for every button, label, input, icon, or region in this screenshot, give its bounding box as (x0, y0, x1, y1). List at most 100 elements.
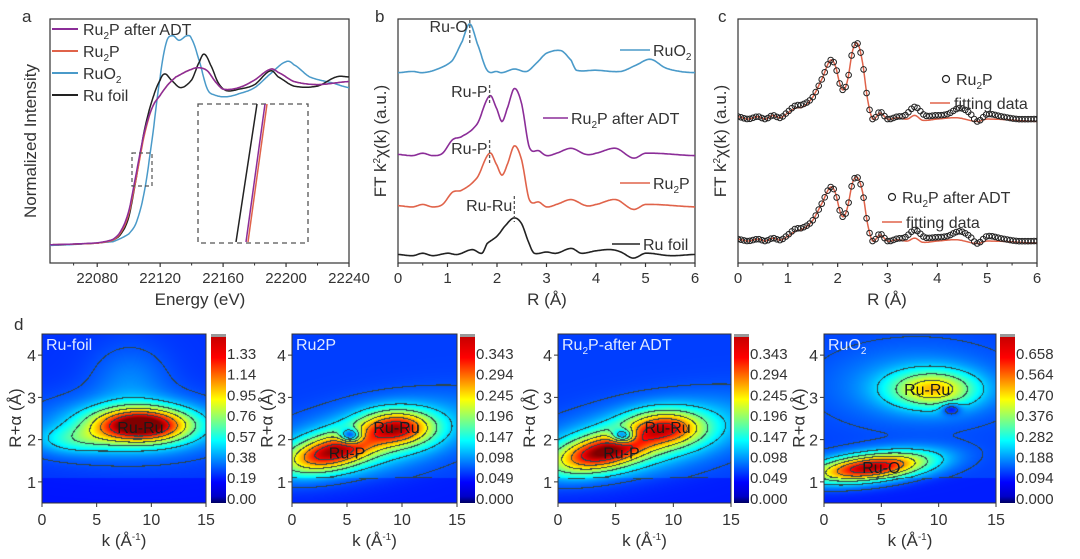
x-tick-label: 0 (554, 512, 563, 529)
x-axis-label-rest: ) (391, 531, 397, 550)
legend-label: RuO2 (83, 66, 122, 86)
data-point (875, 109, 882, 116)
colorbar-cap (460, 334, 475, 337)
data-point (920, 233, 927, 240)
map-title: RuO2 (828, 337, 867, 357)
y-tick-label: 1 (809, 475, 818, 492)
x-axis-label: Energy (eV) (155, 290, 246, 309)
colorbar-label: 0.294 (750, 367, 788, 384)
y-axis-label-superscript: 2 (372, 158, 383, 164)
data-point (991, 111, 999, 119)
legend-label-main: Ru (83, 44, 103, 61)
y-tick-label: 2 (277, 433, 286, 450)
legend-label: Ru2P (956, 72, 993, 92)
x-tick-label: 0 (820, 512, 829, 529)
data-point (941, 111, 948, 119)
plot-frame (737, 18, 1038, 264)
data-point (955, 104, 963, 112)
colorbar-label: 0.294 (476, 367, 514, 384)
x-tick-label: 5 (641, 270, 649, 287)
data-point (821, 194, 829, 201)
peak-label: Ru-Ru (904, 382, 950, 399)
map-title-main: Ru2P (296, 337, 336, 354)
x-tick-label: 5 (92, 512, 101, 529)
data-point (988, 232, 996, 240)
data-point (997, 235, 1005, 242)
x-tick-label: 15 (197, 512, 215, 529)
plot-frame (823, 333, 997, 504)
plot-frame (557, 333, 732, 504)
data-point (738, 113, 742, 120)
y-tick-label: 2 (809, 433, 818, 450)
plot-frame (49, 18, 350, 264)
data-point (1000, 113, 1008, 121)
legend-marker (887, 192, 897, 202)
x-axis-label-superscript: -1 (132, 532, 141, 543)
x-axis-label-rest: ) (141, 531, 147, 550)
map-title-subscript: 2 (861, 346, 867, 357)
legend-label-subscript: 2 (116, 75, 122, 86)
data-point (761, 115, 769, 123)
data-point (884, 237, 891, 245)
data-point (743, 115, 751, 123)
legend-label-rest: P (109, 44, 120, 61)
data-point (842, 210, 849, 217)
inset-line (245, 103, 266, 243)
x-axis-label-main: k (Å (352, 531, 383, 550)
data-point (863, 89, 870, 97)
x-tick-label: 4 (933, 270, 941, 287)
panel-label: d (14, 315, 23, 334)
legend-label-rest: P after ADT (109, 22, 192, 39)
x-tick-label: 1 (784, 270, 792, 287)
data-point (746, 237, 754, 245)
peak-label: Ru-P (451, 141, 487, 158)
x-axis-label-superscript: -1 (918, 532, 927, 543)
data-point (812, 88, 820, 96)
data-point (848, 52, 855, 59)
colorbar-label: 0.658 (1016, 346, 1054, 363)
y-tick-label: 3 (543, 390, 552, 407)
data-point (833, 194, 840, 201)
x-tick-label: 0 (288, 512, 297, 529)
panel-label: a (22, 7, 32, 26)
data-point (845, 71, 852, 79)
data-point (1030, 237, 1037, 245)
data-point (854, 40, 861, 47)
colorbar-label: 0.343 (750, 346, 788, 363)
colorbar-label: 0.000 (750, 491, 788, 508)
legend-label-rest: P (679, 176, 690, 193)
data-point (866, 229, 873, 237)
x-tick-label: 0 (394, 270, 402, 287)
legend-label: Ru2P (653, 176, 690, 196)
zoom-region-box (131, 152, 153, 187)
colorbar-label: 0.049 (750, 470, 788, 487)
inset-line (235, 103, 258, 243)
data-point (848, 183, 855, 190)
data-point (821, 68, 829, 76)
map-title-rest: P-after ADT (588, 337, 672, 354)
x-tick-label: 22160 (202, 270, 244, 287)
data-point (761, 237, 769, 245)
colorbar (460, 337, 475, 503)
data-point (842, 83, 849, 91)
panel-label: c (718, 7, 727, 26)
y-tick-label: 2 (543, 433, 552, 450)
x-tick-label: 0 (734, 270, 742, 287)
colorbar (1000, 337, 1015, 503)
x-tick-label: 2 (493, 270, 501, 287)
data-point (1003, 114, 1011, 121)
y-tick-label: 1 (27, 475, 36, 492)
peak-label: Ru-P (329, 445, 365, 462)
data-point (899, 234, 906, 242)
x-tick-label: 6 (691, 270, 699, 287)
y-tick-label: 3 (27, 390, 36, 407)
legend-label-main: RuO (653, 43, 686, 60)
data-point (818, 76, 826, 83)
data-point (1003, 236, 1011, 243)
x-axis-label: k (Å-1) (102, 531, 147, 550)
x-tick-label: 0 (38, 512, 47, 529)
